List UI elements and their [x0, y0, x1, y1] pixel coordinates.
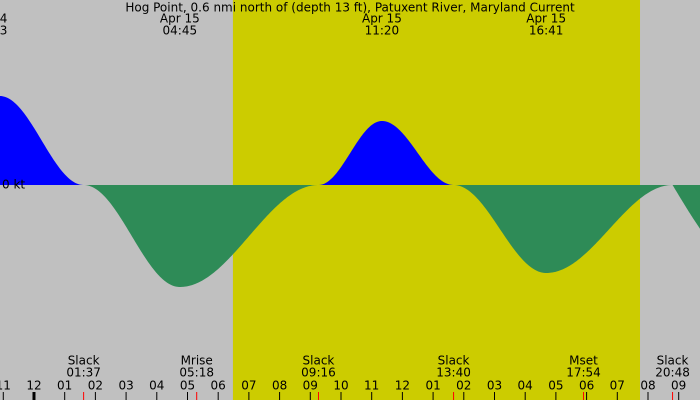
event-label: Slack: [68, 354, 100, 368]
x-tick-label: 07: [610, 379, 625, 393]
max-time: 11:20: [365, 24, 400, 38]
max-time: 16:41: [529, 24, 564, 38]
x-tick-label: 12: [395, 379, 410, 393]
x-tick-label: 04: [149, 379, 164, 393]
ebb-area: [672, 185, 700, 229]
x-tick-label: 08: [640, 379, 655, 393]
x-tick-label: 09: [671, 379, 686, 393]
event-time: 05:18: [179, 366, 214, 380]
x-tick-label: 11: [364, 379, 379, 393]
x-tick-label: 03: [118, 379, 133, 393]
x-tick-label: 03: [487, 379, 502, 393]
x-tick-label: 01: [57, 379, 72, 393]
y-tick-label: 0 kt: [2, 178, 25, 192]
x-tick-label: 08: [272, 379, 287, 393]
event-label: Mset: [569, 354, 598, 368]
x-tick-label: 06: [579, 379, 594, 393]
max-date: Apr 15: [160, 12, 200, 26]
event-label: Slack: [303, 354, 335, 368]
x-tick-label: 05: [548, 379, 563, 393]
max-date: Apr 15: [362, 12, 402, 26]
event-time: 09:16: [301, 366, 336, 380]
max-date: 14: [0, 12, 7, 26]
x-tick-label: 11: [0, 379, 11, 393]
ebb-area: [83, 185, 319, 287]
event-time: 17:54: [566, 366, 601, 380]
event-time: 20:48: [655, 366, 690, 380]
flood-area: [318, 121, 454, 185]
x-tick-label: 04: [518, 379, 533, 393]
max-time: 53: [0, 24, 7, 38]
event-time: 13:40: [436, 366, 471, 380]
max-time: 04:45: [163, 24, 198, 38]
max-date: Apr 15: [526, 12, 566, 26]
x-tick-label: 12: [26, 379, 41, 393]
event-label: Slack: [438, 354, 470, 368]
x-tick-label: 06: [211, 379, 226, 393]
event-label: Slack: [657, 354, 689, 368]
ebb-area: [453, 185, 673, 273]
x-tick-label: 09: [303, 379, 318, 393]
x-tick-label: 01: [425, 379, 440, 393]
flood-area: [0, 96, 84, 185]
x-tick-label: 10: [333, 379, 348, 393]
x-tick-label: 05: [180, 379, 195, 393]
chart-title: Hog Point, 0.6 nmi north of (depth 13 ft…: [125, 1, 575, 15]
x-tick-label: 02: [456, 379, 471, 393]
event-label: Mrise: [181, 354, 213, 368]
event-time: 01:37: [66, 366, 101, 380]
x-tick-label: 02: [88, 379, 103, 393]
x-tick-label: 07: [241, 379, 256, 393]
